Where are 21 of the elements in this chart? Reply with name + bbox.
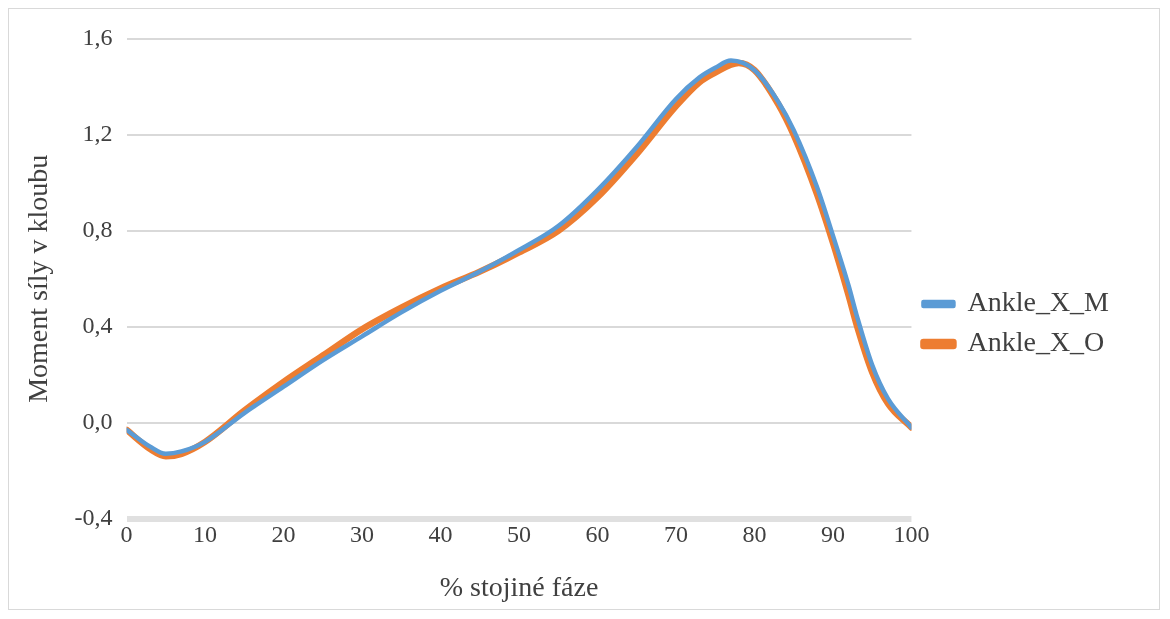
x-tick-label: 70 <box>664 521 688 548</box>
legend-label: Ankle_X_O <box>967 326 1105 358</box>
x-tick-label: 80 <box>742 521 767 548</box>
legend-label: Ankle_X_M <box>967 286 1110 318</box>
x-axis-title: % stojiné fáze <box>439 570 599 602</box>
x-tick-label: 20 <box>271 521 296 548</box>
y-tick-label: 0,4 <box>82 312 113 339</box>
x-tick-label: 0 <box>120 521 133 548</box>
y-tick-label: 1,6 <box>82 24 113 51</box>
y-tick-label: -0,4 <box>74 503 113 530</box>
y-tick-label: 1,2 <box>82 120 113 147</box>
y-tick-label: 0,8 <box>82 216 113 243</box>
y-tick-label: 0,0 <box>82 407 113 434</box>
x-tick-label: 60 <box>585 521 610 548</box>
x-tick-label: 40 <box>428 521 453 548</box>
x-tick-label: 50 <box>507 521 532 548</box>
x-tick-label: 100 <box>893 521 930 548</box>
y-axis-title: Moment síly v kloubu <box>22 154 54 403</box>
x-tick-label: 30 <box>350 521 375 548</box>
x-tick-label: 90 <box>820 521 845 548</box>
x-tick-label: 10 <box>193 521 218 548</box>
